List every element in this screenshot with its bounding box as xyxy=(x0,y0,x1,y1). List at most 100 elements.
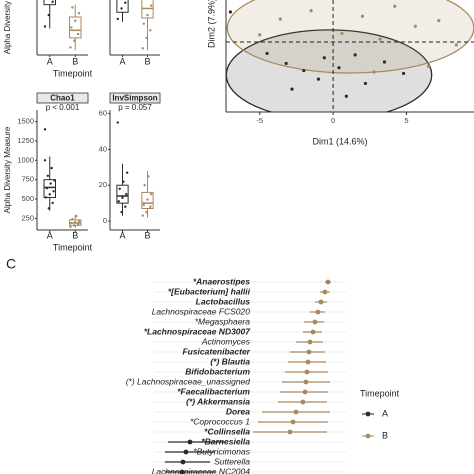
category-label: Lachnospiraceae NC2004 xyxy=(152,466,251,474)
point xyxy=(142,22,145,25)
point xyxy=(124,1,127,4)
x-axis-label: Timepoint xyxy=(53,68,93,78)
point xyxy=(73,224,76,227)
point xyxy=(120,210,123,214)
x-tick-label: A xyxy=(119,56,125,66)
dot xyxy=(179,469,185,474)
point xyxy=(340,31,344,36)
dot xyxy=(307,339,313,345)
point xyxy=(49,182,52,185)
y-tick-label: 1000 xyxy=(17,155,34,164)
point xyxy=(142,203,145,207)
legend-dot xyxy=(365,411,371,417)
point xyxy=(322,56,326,60)
point xyxy=(74,221,77,224)
y-tick-label: 500 xyxy=(21,194,34,203)
x-tick-label: A xyxy=(119,230,125,240)
point xyxy=(382,60,387,64)
category-label: Sutterella xyxy=(214,456,250,466)
point xyxy=(143,184,146,187)
category-label: (*) Akkermansia xyxy=(186,396,250,406)
dot xyxy=(300,399,306,405)
x-tick-label: B xyxy=(144,230,150,240)
point xyxy=(73,39,76,42)
point xyxy=(47,13,50,17)
category-label: *Collinsella xyxy=(204,426,250,436)
x-tick-label: B xyxy=(72,56,78,66)
x-tick-label: -5 xyxy=(256,116,263,125)
point xyxy=(309,8,313,13)
point xyxy=(51,0,54,3)
box-panel xyxy=(36,0,88,56)
point xyxy=(150,192,153,196)
box-panel xyxy=(36,110,88,231)
point xyxy=(141,47,145,50)
point xyxy=(69,46,72,49)
category-label: Lactobacillus xyxy=(196,296,251,306)
point xyxy=(50,166,53,170)
category-label: Lachnospiraceae FCS020 xyxy=(152,306,251,316)
point xyxy=(70,26,73,29)
point xyxy=(145,210,148,214)
y-tick-label: 1250 xyxy=(17,136,34,145)
point xyxy=(53,179,56,182)
point xyxy=(147,175,150,178)
p-value: p = 0.057 xyxy=(118,103,152,112)
point xyxy=(117,200,120,203)
pca-plot xyxy=(226,0,474,112)
dot xyxy=(306,349,312,355)
point xyxy=(363,81,368,86)
strip-title: Chao1 xyxy=(50,94,75,103)
x-tick-label: A xyxy=(47,56,53,66)
y-axis-label: Alpha Diversity Measure xyxy=(3,126,12,213)
point xyxy=(360,14,365,18)
point xyxy=(44,196,48,199)
point xyxy=(125,171,129,174)
point xyxy=(118,187,121,191)
panel-letter: C xyxy=(6,256,16,272)
point xyxy=(116,121,120,124)
point xyxy=(302,68,306,73)
category-label: *Lachnospiraceae ND3007 xyxy=(144,326,252,336)
point xyxy=(45,186,49,190)
point xyxy=(75,214,78,218)
x-tick-label: 0 xyxy=(331,116,335,125)
dot xyxy=(303,379,309,385)
box xyxy=(116,0,129,13)
category-label: *Anaerostipes xyxy=(193,276,250,286)
y-tick-label: 40 xyxy=(99,144,107,153)
point xyxy=(401,71,406,76)
point xyxy=(413,24,417,28)
point xyxy=(47,207,50,210)
point xyxy=(76,32,80,36)
point xyxy=(69,225,72,229)
point xyxy=(124,205,127,208)
point xyxy=(150,4,153,7)
dot xyxy=(302,389,308,395)
point xyxy=(76,222,80,226)
point xyxy=(77,219,81,223)
x-tick-label: 5 xyxy=(404,116,408,125)
box xyxy=(43,179,56,198)
dot xyxy=(325,279,331,285)
category-label: *Barnesiella xyxy=(201,436,250,446)
category-label: (*) Lachnospiraceae_unassigned xyxy=(126,376,251,386)
dot xyxy=(304,369,310,375)
point xyxy=(43,159,47,162)
point xyxy=(378,37,382,41)
dot xyxy=(290,419,296,425)
dot xyxy=(312,319,318,325)
point xyxy=(278,17,282,21)
point xyxy=(52,190,55,193)
category-label: *Coprococcus 1 xyxy=(190,416,250,426)
dot xyxy=(305,359,311,365)
point xyxy=(70,221,73,225)
dot xyxy=(293,409,299,415)
point xyxy=(51,201,54,205)
y-axis-label: Alpha Diversity xyxy=(3,1,12,54)
point xyxy=(146,13,149,17)
dot xyxy=(183,449,189,455)
box xyxy=(116,184,129,204)
category-label: *Faecalibacterium xyxy=(177,386,250,396)
y-tick-label: 60 xyxy=(99,109,107,118)
